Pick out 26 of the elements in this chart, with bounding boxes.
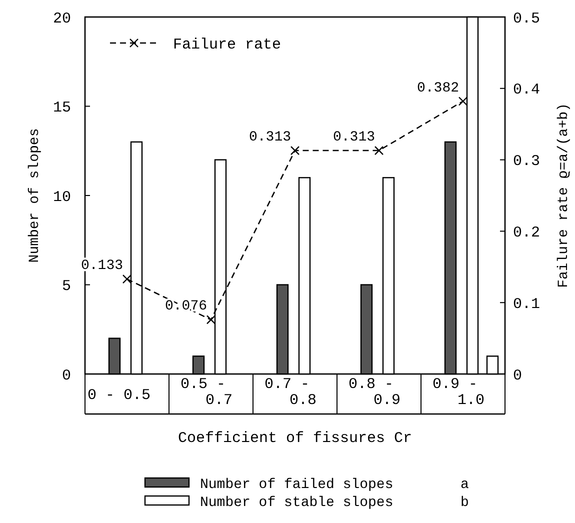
y2-axis-title: Failure rate ϱ=a/(a+b) (556, 103, 572, 288)
y2-tick-label: 0.5 (513, 10, 540, 28)
data-label: 0.313 (332, 130, 375, 146)
x-axis-title: Coefficient of fissures Cr (178, 430, 412, 447)
data-label: 0.313 (248, 130, 291, 146)
y-tick-label: 0 (62, 367, 71, 384)
legend-label: Number of failed slopes a (200, 476, 469, 493)
y-axis-title: Number of slopes (27, 128, 43, 263)
y2-tick-label: 0.1 (513, 296, 540, 313)
y-tick-label: 15 (52, 100, 71, 116)
x-tick-label: 0.9 - 1.0 (432, 376, 485, 409)
y-tick-label: 10 (52, 188, 71, 206)
y2-tick-label: 0.2 (513, 224, 540, 242)
y2-tick-label: 0.3 (513, 153, 540, 170)
legend-label: Number of stable slopes b (200, 494, 469, 511)
y-tick-label: 5 (62, 278, 71, 295)
x-tick-label: 0 - 0.5 (87, 387, 151, 404)
data-label: 0.382 (416, 80, 459, 96)
y-tick-label: 20 (52, 10, 71, 28)
y2-tick-label: 0.4 (513, 82, 540, 99)
legend-label: Failure rate (173, 36, 282, 54)
x-tick-label: 0.5 - 0.7 (180, 376, 233, 409)
x-tick-label: 0.8 - 0.9 (348, 376, 401, 409)
y2-tick-label: 0 (513, 367, 522, 384)
data-label: 0.076 (164, 298, 207, 315)
x-tick-label: 0.7 - 0.8 (264, 376, 317, 409)
